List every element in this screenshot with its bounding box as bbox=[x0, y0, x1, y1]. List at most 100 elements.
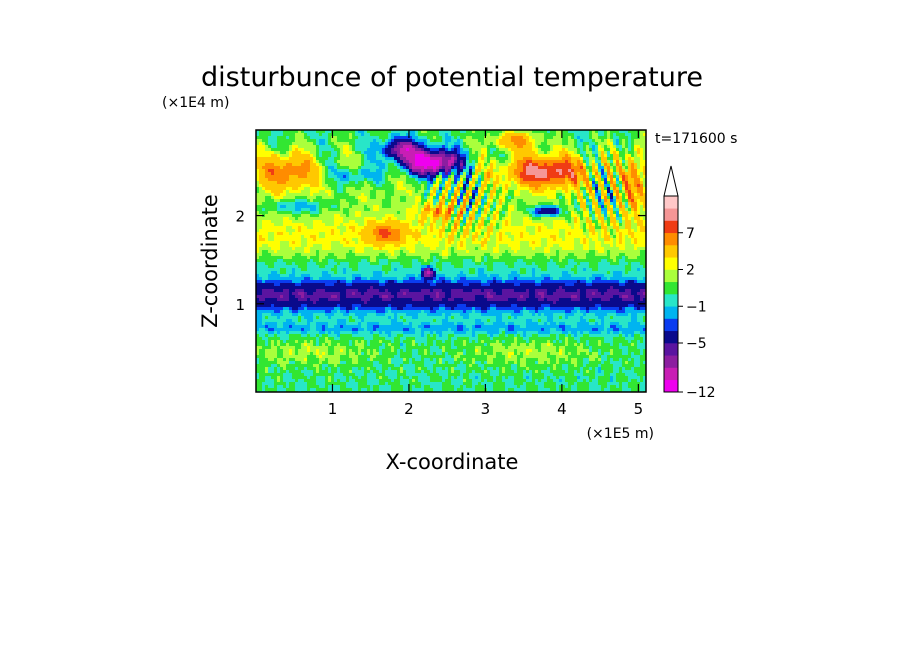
contour-cell bbox=[580, 202, 584, 206]
contour-cell bbox=[613, 178, 617, 182]
contour-cell bbox=[541, 163, 545, 167]
contour-cell bbox=[580, 223, 584, 227]
contour-cell bbox=[553, 238, 557, 242]
contour-cell bbox=[262, 208, 266, 212]
contour-cell bbox=[316, 229, 320, 233]
contour-cell bbox=[331, 139, 335, 143]
contour-cell bbox=[610, 151, 614, 155]
contour-cell bbox=[391, 229, 395, 233]
contour-cell bbox=[286, 157, 290, 161]
contour-cell bbox=[610, 133, 614, 137]
contour-cell bbox=[562, 232, 566, 236]
contour-cell bbox=[289, 160, 293, 164]
contour-cell bbox=[391, 157, 395, 161]
contour-cell bbox=[409, 214, 413, 218]
contour-cell bbox=[529, 223, 533, 227]
contour-cell bbox=[382, 133, 386, 137]
contour-cell bbox=[538, 175, 542, 179]
contour-cell bbox=[325, 148, 329, 152]
contour-cell bbox=[364, 130, 368, 134]
contour-cell bbox=[436, 145, 440, 149]
contour-cell bbox=[400, 136, 404, 140]
contour-cell bbox=[598, 169, 602, 173]
contour-cell bbox=[262, 169, 266, 173]
contour-cell bbox=[427, 211, 431, 215]
contour-cell bbox=[535, 145, 539, 149]
contour-cell bbox=[394, 178, 398, 182]
contour-cell bbox=[484, 157, 488, 161]
contour-cell bbox=[577, 136, 581, 140]
contour-cell bbox=[463, 142, 467, 146]
contour-cell bbox=[385, 241, 389, 245]
contour-cell bbox=[577, 169, 581, 173]
contour-cell bbox=[385, 199, 389, 203]
contour-cell bbox=[625, 166, 629, 170]
contour-cell bbox=[283, 142, 287, 146]
contour-cell bbox=[499, 145, 503, 149]
contour-cell bbox=[640, 241, 644, 245]
contour-cell bbox=[550, 130, 554, 134]
contour-cell bbox=[334, 172, 338, 176]
contour-cell bbox=[628, 229, 632, 233]
contour-cell bbox=[643, 163, 647, 167]
contour-cell bbox=[502, 133, 506, 137]
contour-cell bbox=[619, 190, 623, 194]
contour-cell bbox=[493, 136, 497, 140]
contour-cell bbox=[445, 208, 449, 212]
contour-cell bbox=[361, 196, 365, 200]
contour-cell bbox=[352, 226, 356, 230]
contour-cell bbox=[622, 193, 626, 197]
contour-cell bbox=[277, 166, 281, 170]
contour-cell bbox=[271, 148, 275, 152]
contour-cell bbox=[340, 139, 344, 143]
contour-cell bbox=[493, 226, 497, 230]
contour-cell bbox=[628, 175, 632, 179]
contour-cell bbox=[622, 184, 626, 188]
contour-cell bbox=[277, 214, 281, 218]
contour-cell bbox=[463, 181, 467, 185]
contour-cell bbox=[490, 160, 494, 164]
contour-cell bbox=[262, 229, 266, 233]
contour-cell bbox=[448, 151, 452, 155]
contour-cell bbox=[559, 199, 563, 203]
contour-cell bbox=[541, 181, 545, 185]
contour-cell bbox=[418, 160, 422, 164]
contour-cell bbox=[307, 136, 311, 140]
contour-cell bbox=[265, 163, 269, 167]
contour-cell bbox=[391, 148, 395, 152]
contour-cell bbox=[331, 205, 335, 209]
contour-cell bbox=[403, 133, 407, 137]
contour-cell bbox=[352, 178, 356, 182]
contour-cell bbox=[568, 142, 572, 146]
contour-cell bbox=[325, 193, 329, 197]
contour-cell bbox=[418, 166, 422, 170]
contour-cell bbox=[352, 169, 356, 173]
contour-cell bbox=[424, 154, 428, 158]
contour-cell bbox=[439, 238, 443, 242]
contour-cell bbox=[631, 154, 635, 158]
contour-cell bbox=[487, 226, 491, 230]
contour-cell bbox=[529, 214, 533, 218]
contour-cell bbox=[403, 148, 407, 152]
contour-cell bbox=[526, 130, 530, 134]
contour-cell bbox=[433, 199, 437, 203]
contour-cell bbox=[373, 193, 377, 197]
contour-cell bbox=[379, 130, 383, 134]
contour-cell bbox=[256, 175, 260, 179]
contour-cell bbox=[280, 217, 284, 221]
contour-cell bbox=[514, 181, 518, 185]
contour-cell bbox=[532, 133, 536, 137]
contour-cell bbox=[475, 130, 479, 134]
contour-cell bbox=[523, 223, 527, 227]
contour-cell bbox=[595, 148, 599, 152]
contour-cell bbox=[460, 154, 464, 158]
contour-cell bbox=[553, 205, 557, 209]
contour-cell bbox=[523, 229, 527, 233]
contour-cell bbox=[301, 136, 305, 140]
contour-cell bbox=[280, 139, 284, 143]
contour-cell bbox=[571, 223, 575, 227]
contour-cell bbox=[562, 145, 566, 149]
contour-cell bbox=[319, 160, 323, 164]
contour-cell bbox=[304, 178, 308, 182]
contour-cell bbox=[388, 139, 392, 143]
